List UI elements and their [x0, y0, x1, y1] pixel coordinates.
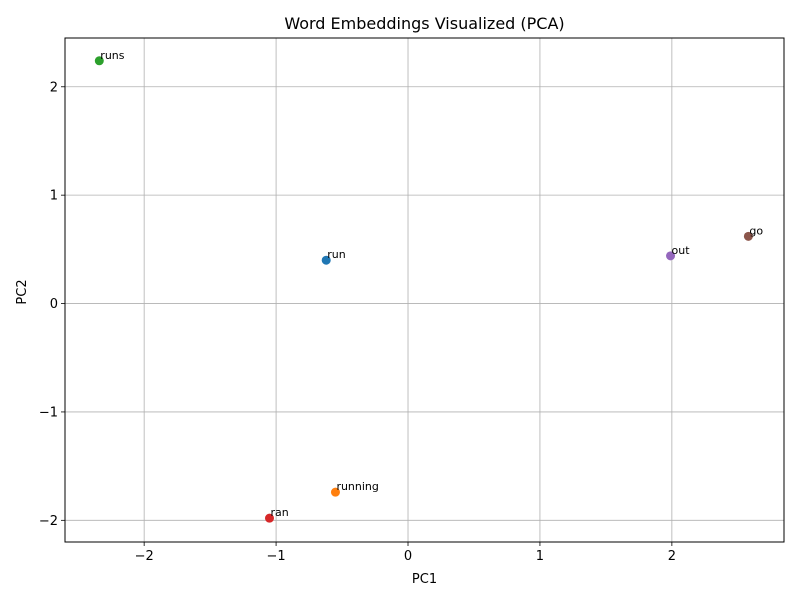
data-points: run running runs ran out go — [94, 49, 763, 523]
y-axis-label: PC2 — [15, 279, 30, 304]
x-axis-label: PC1 — [412, 572, 437, 587]
scatter-point-ran — [264, 513, 274, 523]
point-label-run: run — [327, 248, 345, 261]
y-tick-label: −1 — [39, 405, 58, 420]
x-tick-label: −1 — [266, 549, 285, 564]
scatter-point-go — [743, 231, 753, 241]
y-tick-label: 0 — [50, 297, 58, 312]
scatter-point-running — [330, 487, 340, 497]
point-label-ran: ran — [270, 506, 288, 519]
point-label-go: go — [749, 224, 763, 237]
x-tick-label: −2 — [135, 549, 154, 564]
plot-frame — [64, 37, 785, 543]
point-label-out: out — [672, 244, 691, 257]
scatter-point-runs — [94, 56, 104, 66]
x-tick-label: 0 — [404, 549, 412, 564]
chart-title: Word Embeddings Visualized (PCA) — [284, 14, 564, 33]
scatter-point-run — [321, 255, 331, 265]
axis-ticks: −2 −1 0 1 2 −2 −1 0 1 2 — [39, 80, 676, 564]
y-tick-label: 2 — [50, 80, 58, 95]
y-tick-label: −2 — [39, 514, 58, 529]
grid-lines — [65, 38, 784, 542]
y-tick-label: 1 — [50, 189, 58, 204]
x-tick-label: 1 — [536, 549, 544, 564]
point-label-running: running — [336, 480, 378, 493]
scatter-point-out — [666, 251, 676, 261]
x-tick-label: 2 — [668, 549, 676, 564]
point-label-runs: runs — [100, 49, 124, 62]
